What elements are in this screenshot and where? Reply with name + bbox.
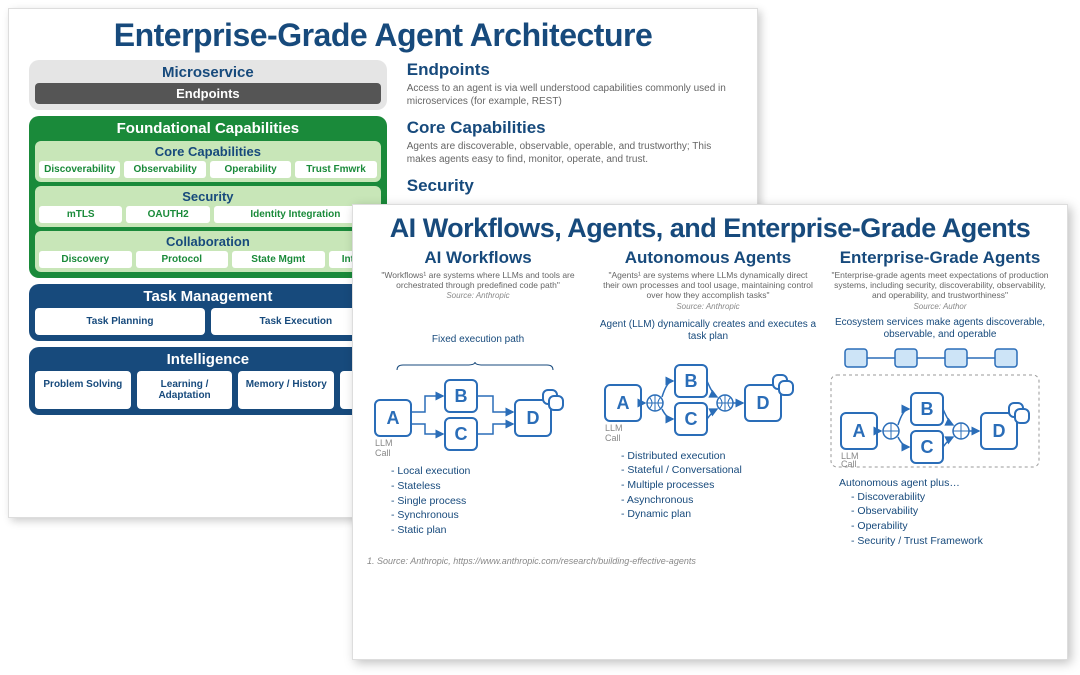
bullet: Single process (391, 494, 589, 509)
col3-quote: "Enterprise-grade agents meet expectatio… (827, 270, 1053, 301)
desc-ep-h: Endpoints (407, 60, 737, 80)
task-management-box: Task Management Task Planning Task Execu… (29, 284, 387, 341)
svg-text:D: D (757, 393, 770, 413)
bullet: Synchronous (391, 508, 589, 523)
svg-text:A: A (387, 408, 400, 428)
back-title: Enterprise-Grade Agent Architecture (29, 17, 737, 54)
bullet: Operability (851, 519, 1053, 534)
intelligence-box: Intelligence Problem Solving Learning / … (29, 347, 387, 415)
intel-cell: Problem Solving (35, 371, 131, 409)
col3-h: Enterprise-Grade Agents (827, 248, 1053, 268)
col2-h: Autonomous Agents (597, 248, 819, 268)
svg-text:Call: Call (605, 433, 621, 443)
bullet: Dynamic plan (621, 507, 819, 522)
architecture-column: Microservice Endpoints Foundational Capa… (29, 60, 387, 415)
foundational-box: Foundational Capabilities Core Capabilit… (29, 116, 387, 278)
tm-cell: Task Planning (35, 308, 205, 335)
columns: AI Workflows "Workflows¹ are systems whe… (367, 248, 1053, 548)
col3-diagram: A B C D LLMCall (827, 345, 1053, 471)
bullet: Observability (851, 504, 1053, 519)
col1-bullets: Local execution Stateless Single process… (367, 464, 589, 537)
col2-bullets: Distributed execution Stateful / Convers… (597, 449, 819, 522)
intel-cell: Memory / History (238, 371, 334, 409)
svg-text:D: D (993, 421, 1006, 441)
core-capabilities-box: Core Capabilities Discoverability Observ… (35, 141, 381, 182)
col2-diagram: A B C D LLMCall (597, 347, 819, 443)
bullet: Local execution (391, 464, 589, 479)
svg-text:C: C (455, 424, 468, 444)
col-enterprise: Enterprise-Grade Agents "Enterprise-grad… (827, 248, 1053, 548)
col-autonomous: Autonomous Agents "Agents¹ are systems w… (597, 248, 819, 548)
svg-text:LLM: LLM (605, 423, 623, 433)
svg-text:Call: Call (375, 448, 391, 458)
bullet: Multiple processes (621, 478, 819, 493)
svg-text:A: A (617, 393, 630, 413)
intel-cell: Learning / Adaptation (137, 371, 233, 409)
bullet: Discoverability (851, 490, 1053, 505)
cap-cell: mTLS (39, 206, 122, 223)
footnote: 1. Source: Anthropic, https://www.anthro… (367, 556, 1053, 566)
security-box: Security mTLS OAUTH2 Identity Integratio… (35, 186, 381, 227)
svg-text:A: A (853, 421, 866, 441)
col2-tag: Agent (LLM) dynamically creates and exec… (597, 319, 819, 343)
svg-text:D: D (527, 408, 540, 428)
col1-tag: Fixed execution path (367, 334, 589, 358)
foundational-label: Foundational Capabilities (35, 120, 381, 137)
svg-text:C: C (921, 437, 934, 457)
col3-lead: Autonomous agent plus… (839, 477, 1053, 489)
bullet: Asynchronous (621, 493, 819, 508)
col1-diagram: A B C D LLMCall (367, 362, 589, 458)
bullet: Static plan (391, 523, 589, 538)
collaboration-box: Collaboration Discovery Protocol State M… (35, 231, 381, 272)
bullet: Stateless (391, 479, 589, 494)
cap-cell: Trust Fmwrk (295, 161, 376, 178)
cap-cell: State Mgmt (232, 251, 325, 268)
col3-bullets: Autonomous agent plus… Discoverability O… (827, 477, 1053, 549)
collab-label: Collaboration (39, 234, 377, 249)
bullet: Stateful / Conversational (621, 463, 819, 478)
endpoints-bar: Endpoints (35, 83, 381, 104)
col3-src: Source: Author (827, 302, 1053, 311)
cap-cell: Discoverability (39, 161, 120, 178)
security-label: Security (39, 189, 377, 204)
col1-quote: "Workflows¹ are systems where LLMs and t… (367, 270, 589, 290)
svg-text:B: B (921, 399, 934, 419)
col-workflows: AI Workflows "Workflows¹ are systems whe… (367, 248, 589, 548)
bullet: Security / Trust Framework (851, 534, 1053, 549)
cap-cell: Observability (124, 161, 205, 178)
cap-cell: Operability (210, 161, 291, 178)
cap-cell: Discovery (39, 251, 132, 268)
col1-h: AI Workflows (367, 248, 589, 268)
svg-text:Call: Call (841, 459, 857, 469)
desc-ep-p: Access to an agent is via well understoo… (407, 82, 737, 108)
cap-cell: Protocol (136, 251, 229, 268)
microservice-label: Microservice (35, 64, 381, 81)
microservice-box: Microservice Endpoints (29, 60, 387, 110)
col2-quote: "Agents¹ are systems where LLMs dynamica… (597, 270, 819, 301)
desc-sec-h: Security (407, 176, 737, 196)
col3-eco: Ecosystem services make agents discovera… (827, 317, 1053, 341)
col1-src: Source: Anthropic (367, 291, 589, 300)
col2-src: Source: Anthropic (597, 302, 819, 311)
svg-text:LLM: LLM (375, 438, 393, 448)
desc-core-h: Core Capabilities (407, 118, 737, 138)
svg-text:C: C (685, 409, 698, 429)
core-label: Core Capabilities (39, 144, 377, 159)
intel-label: Intelligence (35, 351, 381, 368)
front-title: AI Workflows, Agents, and Enterprise-Gra… (367, 213, 1053, 244)
slide-workflows: AI Workflows, Agents, and Enterprise-Gra… (352, 204, 1068, 660)
cap-cell: OAUTH2 (126, 206, 209, 223)
desc-core-p: Agents are discoverable, observable, ope… (407, 140, 737, 166)
tm-label: Task Management (35, 288, 381, 305)
svg-text:B: B (455, 386, 468, 406)
svg-text:B: B (685, 371, 698, 391)
bullet: Distributed execution (621, 449, 819, 464)
